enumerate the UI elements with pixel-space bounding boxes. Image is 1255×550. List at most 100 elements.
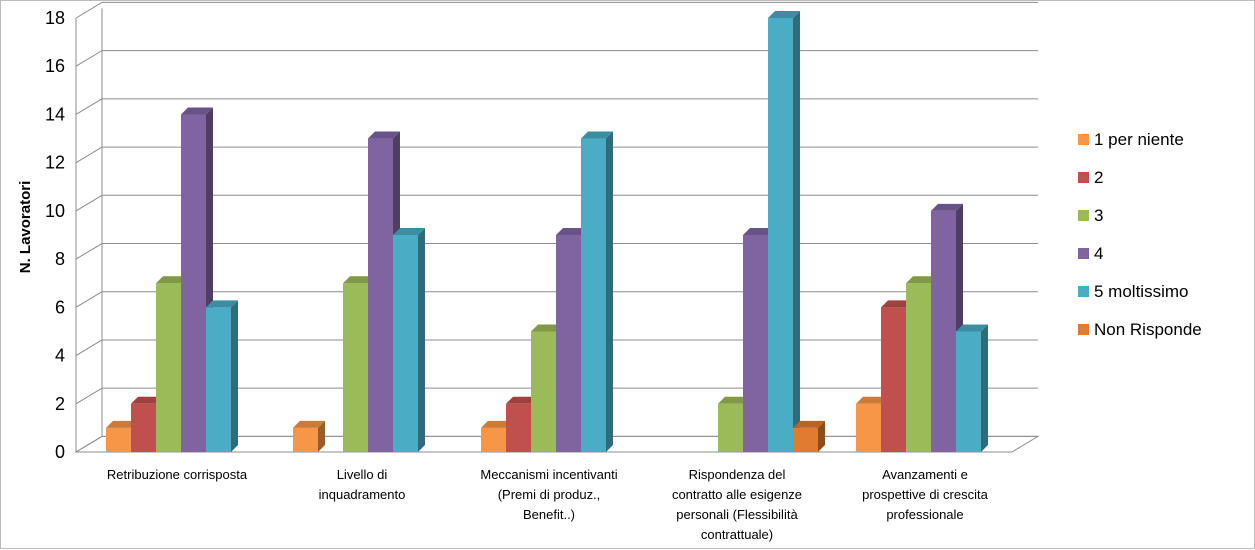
legend-swatch (1078, 248, 1089, 259)
bar-front (106, 427, 131, 452)
bar-front (581, 138, 606, 453)
bar-front (768, 18, 793, 452)
bar-front (393, 235, 418, 452)
bar-top (768, 11, 800, 18)
legend-swatch (1078, 324, 1089, 335)
bar-top (793, 420, 825, 428)
x-category-line: prospettive di crescita (862, 487, 988, 502)
legend-label: 5 moltissimo (1094, 282, 1188, 301)
bar-top (343, 276, 375, 284)
legend-label: 2 (1094, 168, 1103, 187)
bar-front (718, 403, 743, 452)
bar-front (206, 307, 231, 452)
bars (106, 11, 988, 453)
bar-top (106, 420, 138, 428)
bar-top (956, 324, 988, 332)
y-tick-label: 8 (55, 249, 65, 269)
gridline-diag-5 (75, 194, 103, 212)
gridline-diag-7 (75, 98, 103, 115)
gridline-diag-1 (75, 387, 103, 405)
y-tick-label: 14 (45, 104, 65, 124)
x-category-line: contratto alle esigenze (672, 487, 802, 502)
bar-front (906, 283, 931, 452)
bar-side (418, 228, 425, 452)
bar-side (818, 420, 825, 452)
gridline-diag-3 (75, 291, 103, 308)
bar-top (368, 131, 400, 139)
bar-front (156, 283, 181, 452)
bar-top (856, 396, 888, 404)
legend-swatch (1078, 286, 1089, 297)
x-category-line: Meccanismi incentivanti (480, 467, 617, 482)
gridline-diag-6 (75, 146, 103, 164)
bar-top (131, 396, 163, 404)
bar-top (393, 228, 425, 235)
bar-top (718, 396, 750, 404)
x-category-label: Meccanismi incentivanti (Premi di produz.… (480, 467, 617, 522)
bar (393, 228, 425, 452)
bar-front (131, 403, 156, 452)
bar-top (206, 300, 238, 308)
y-tick-label: 16 (45, 56, 65, 76)
legend: 1 per niente 2 3 4 5 moltissimo Non Risponde (1078, 130, 1202, 339)
legend-swatch (1078, 134, 1089, 145)
x-axis-categories: Retribuzione corrisposta Livello di inquad… (107, 467, 989, 542)
bar-side (981, 324, 988, 452)
bar-top (931, 203, 963, 211)
x-category-line: Retribuzione corrisposta (107, 467, 248, 482)
bar-top (743, 228, 775, 235)
bar-front (956, 331, 981, 452)
y-tick-label: 10 (45, 201, 65, 221)
x-category-line: Avanzamenti e (882, 467, 968, 482)
bar-top (531, 324, 563, 332)
bar-top (556, 228, 588, 235)
x-category-line: inquadramento (319, 487, 406, 502)
bar-side (606, 131, 613, 453)
gridline-diag-9 (75, 1, 103, 19)
bar-front (181, 114, 206, 452)
x-category-line: Rispondenza del (689, 467, 786, 482)
y-tick-label: 12 (45, 153, 65, 173)
y-tick-label: 2 (55, 394, 65, 414)
gridline-diag-2 (75, 339, 103, 356)
bar-front (743, 235, 768, 452)
bar-front (793, 427, 818, 452)
bar-side (231, 300, 238, 452)
legend-label: 4 (1094, 244, 1103, 263)
bar-top (481, 420, 513, 428)
bar-front (881, 307, 906, 452)
y-tick-label: 6 (55, 297, 65, 317)
x-category-line: Benefit..) (523, 507, 575, 522)
bar-side (318, 420, 325, 452)
bar-front (931, 210, 956, 452)
x-category-label: Rispondenza del contratto alle esigenze pe… (672, 467, 802, 542)
gridline-diag-8 (75, 50, 103, 67)
legend-swatch (1078, 210, 1089, 221)
bar (581, 131, 613, 453)
legend-label: Non Risponde (1094, 320, 1202, 339)
bar-top (506, 396, 538, 404)
chart-floor (74, 435, 1040, 453)
bar-front (506, 403, 531, 452)
bar-top (906, 276, 938, 284)
bar-side (793, 11, 800, 452)
x-category-line: Livello di (337, 467, 388, 482)
x-category-line: professionale (886, 507, 963, 522)
bar (206, 300, 238, 452)
x-category-line: contrattuale) (701, 527, 773, 542)
y-axis-ticks: 0 2 4 6 8 10 12 14 16 18 (45, 8, 65, 462)
y-tick-label: 18 (45, 8, 65, 28)
gridline-diag-4 (75, 243, 103, 260)
bar (768, 11, 800, 452)
y-tick-label: 0 (55, 442, 65, 462)
bar (793, 420, 825, 452)
x-category-line: personali (Flessibilità (676, 507, 798, 522)
x-category-label: Retribuzione corrisposta (107, 467, 248, 482)
x-category-label: Livello di inquadramento (319, 467, 406, 502)
x-category-label: Avanzamenti e prospettive di crescita prof… (862, 467, 988, 522)
bar-top (581, 131, 613, 139)
bar-top (156, 276, 188, 284)
bar-front (556, 235, 581, 452)
bar-top (181, 107, 213, 115)
